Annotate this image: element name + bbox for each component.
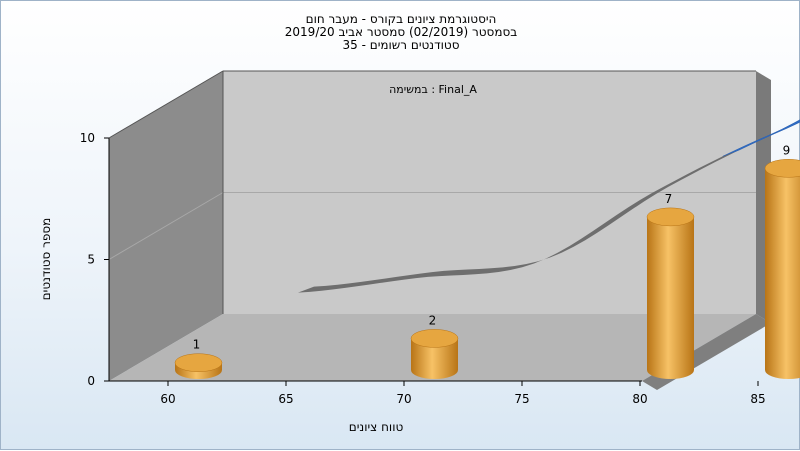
y-tick-label: 0 — [87, 374, 95, 388]
y-tick-label: 10 — [80, 131, 95, 145]
bar-value-label: 9 — [783, 143, 791, 157]
bar: 7 — [646, 192, 695, 379]
normal-curve — [298, 119, 800, 293]
y-tick-label: 5 — [87, 253, 95, 267]
x-tick-label: 70 — [396, 392, 411, 406]
wall-edge — [108, 70, 224, 139]
chart-bars: 127985 — [174, 143, 800, 379]
bar-value-label: 7 — [665, 192, 673, 206]
gridline — [108, 192, 224, 260]
curve-ribbon-front — [722, 119, 800, 157]
bar-top — [764, 159, 800, 178]
x-axis-label: טווח ציונים — [349, 420, 404, 434]
x-tick-label: 80 — [632, 392, 647, 406]
bar-body — [411, 338, 458, 379]
x-tick-label: 60 — [160, 392, 175, 406]
chart-title-line-2: בסמסטר (02/2019) סמסטר אביב 2019/20 — [284, 25, 518, 39]
x-tick-label: 65 — [278, 392, 293, 406]
bar: 9 — [764, 143, 800, 379]
x-tick-label: 85 — [750, 392, 765, 406]
y-axis-label: מספר סטודנטים — [39, 218, 53, 301]
chart-title-line-3: סטודנטים רשומים - 35 — [342, 38, 460, 52]
bar-body — [647, 216, 694, 379]
chart-title-line-1: היסטוגרמת ציונים בקורס - מעבר חום — [305, 12, 497, 26]
bar-body — [765, 168, 800, 379]
x-tick-label: 75 — [514, 392, 529, 406]
chart-subtitle: במשימה : Final_A — [389, 83, 477, 96]
bar-value-label: 2 — [429, 313, 437, 327]
bar-top — [174, 353, 223, 372]
chart-axes: 05106065707580859095 — [80, 70, 766, 406]
bar: 2 — [410, 313, 459, 379]
bar-top — [646, 207, 695, 227]
bar-top — [410, 329, 459, 348]
bar: 1 — [174, 338, 223, 379]
bar-value-label: 1 — [193, 338, 201, 352]
